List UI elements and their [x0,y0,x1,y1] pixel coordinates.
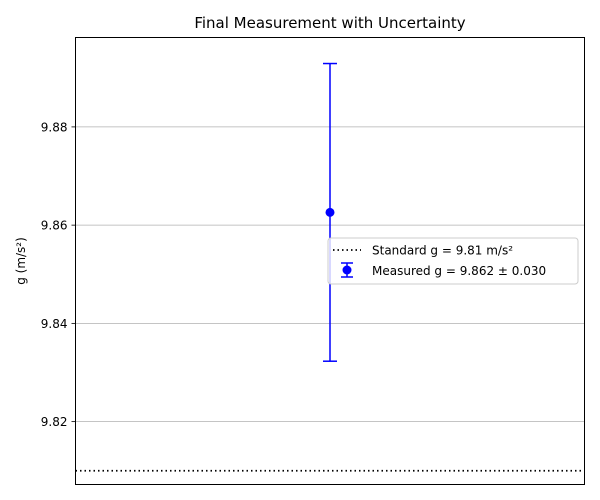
y-axis-label: g (m/s²) [14,237,28,285]
measurement-point [325,207,335,217]
y-tick-label: 9.86 [41,219,68,233]
y-tick-label: 9.84 [41,317,68,331]
chart-title: Final Measurement with Uncertainty [194,14,465,32]
legend: Standard g = 9.81 m/s² Measured g = 9.86… [327,237,579,285]
legend-reference-label: Standard g = 9.81 m/s² [372,244,513,258]
y-tick-label: 9.88 [41,120,68,134]
y-tick-label: 9.82 [41,415,68,429]
plot-frame [75,37,585,485]
error-bar [323,62,337,362]
legend-measurement-swatch [341,262,353,278]
legend-measurement-label: Measured g = 9.862 ± 0.030 [372,264,546,278]
y-axis-ticks: 9.82 9.84 9.86 9.88 [41,120,76,429]
legend-box [327,237,579,285]
